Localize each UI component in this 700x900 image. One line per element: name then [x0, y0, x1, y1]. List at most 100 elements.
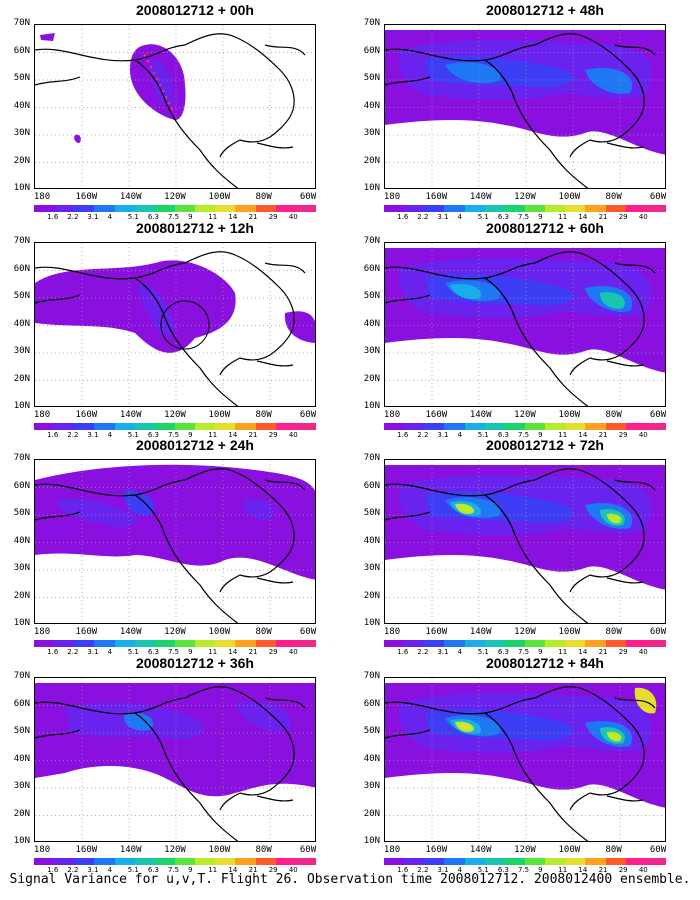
coastline: [385, 479, 536, 497]
lon-label: 180: [33, 845, 51, 855]
lat-label: 70N: [13, 236, 30, 246]
colorbar-swatch: [255, 423, 276, 430]
colorbar-swatch: [625, 640, 646, 647]
colorbar-swatch: [215, 205, 236, 212]
colorbar-swatch: [384, 858, 405, 865]
lat-label: 50N: [363, 508, 380, 518]
colorbar-swatch: [34, 205, 55, 212]
lon-label: 100W: [208, 410, 231, 420]
colorbar-label: 3.1: [87, 648, 99, 656]
colorbar-swatch: [625, 858, 646, 865]
coastline: [569, 357, 591, 376]
colorbar-label: 9: [188, 866, 193, 874]
lat-label: 60N: [13, 698, 30, 709]
colorbar-label: 29: [268, 213, 278, 221]
colorbar-swatch: [504, 640, 525, 647]
flight-track-point: [170, 107, 174, 111]
lat-label: 30N: [363, 563, 380, 573]
colorbar-label: 40: [638, 213, 648, 221]
colorbar-label: 29: [268, 648, 278, 656]
colorbar-label: 21: [598, 866, 608, 874]
colorbar-swatch: [275, 205, 296, 212]
colorbar-label: 9: [188, 431, 193, 439]
lat-label: 40N: [363, 535, 380, 546]
lat-label: 40N: [13, 535, 30, 546]
colorbar: [34, 858, 316, 865]
lat-label: 60N: [363, 45, 380, 56]
coastline: [614, 262, 656, 274]
colorbar-label: 5.1: [477, 866, 489, 874]
lon-label: 140W: [469, 627, 492, 637]
coastline: [614, 44, 656, 56]
flight-track-point: [152, 71, 156, 75]
colorbar-label: 2.2: [417, 648, 429, 656]
colorbar-label: 11: [208, 648, 218, 656]
colorbar-label: 6.3: [147, 213, 159, 221]
coastline: [35, 294, 81, 304]
panel-title: 2008012712 + 48h: [486, 2, 604, 18]
flight-track-point: [149, 65, 153, 69]
colorbar-label: 6.3: [147, 431, 159, 439]
coastline: [184, 251, 295, 361]
coastline: [569, 139, 591, 158]
coastline: [484, 712, 589, 841]
map-panel: 2008012712 + 84h 70N 60N 50N 40N 30N 20N 10N 180…: [350, 655, 690, 874]
lat-label: 10N: [363, 183, 380, 193]
colorbar-swatch: [114, 858, 135, 865]
lon-label: 60W: [649, 627, 667, 637]
lat-label: 30N: [363, 346, 380, 356]
colorbar-label: 21: [248, 431, 258, 439]
colorbar-swatch: [605, 205, 626, 212]
lon-label: 160W: [75, 845, 98, 855]
colorbar-swatch: [94, 858, 115, 865]
colorbar-swatch: [384, 640, 405, 647]
lat-label: 40N: [13, 100, 30, 111]
colorbar-label: 4: [107, 866, 113, 874]
lat-label: 10N: [13, 618, 30, 628]
colorbar-label: 3.1: [437, 648, 449, 656]
colorbar-label: 2.2: [417, 213, 429, 221]
colorbar-swatch: [424, 423, 445, 430]
colorbar: [384, 858, 666, 865]
colorbar-swatch: [464, 640, 485, 647]
lon-label: 140W: [119, 192, 142, 202]
colorbar: [34, 423, 316, 430]
colorbar-swatch: [94, 640, 115, 647]
colorbar-swatch: [275, 858, 296, 865]
colorbar-swatch: [74, 858, 95, 865]
colorbar-swatch: [444, 640, 465, 647]
colorbar-swatch: [585, 423, 606, 430]
colorbar-swatch: [295, 423, 316, 430]
colorbar-swatch: [545, 205, 566, 212]
lon-label: 160W: [425, 627, 448, 637]
colorbar-swatch: [484, 640, 505, 647]
map-panel: 2008012712 + 36h 70N 60N 50N 40N 30N 20N 10N 180…: [0, 655, 340, 874]
colorbar-swatch: [484, 205, 505, 212]
colorbar-label: 5.1: [127, 648, 139, 656]
colorbar-label: 3.1: [87, 866, 99, 874]
lon-label: 100W: [558, 410, 581, 420]
colorbar-swatch: [54, 640, 75, 647]
colorbar-label: 40: [638, 648, 648, 656]
coastline: [35, 44, 186, 62]
variance-contour: [450, 283, 481, 300]
lon-label: 60W: [299, 845, 317, 855]
colorbar-swatch: [424, 640, 445, 647]
lat-label: 70N: [13, 671, 30, 681]
figure-caption: Signal Variance for u,v,T. Flight 26. Ob…: [9, 872, 691, 887]
colorbar-label: 6.3: [147, 648, 159, 656]
colorbar-label: 3.1: [437, 866, 449, 874]
colorbar-label: 1.6: [47, 866, 59, 874]
lon-label: 60W: [649, 410, 667, 420]
variance-map: [35, 678, 315, 841]
lon-label: 160W: [425, 845, 448, 855]
colorbar-swatch: [295, 640, 316, 647]
variance-map: [35, 460, 315, 623]
lon-label: 80W: [255, 192, 272, 202]
colorbar-label: 21: [598, 213, 608, 221]
colorbar-label: 11: [208, 866, 218, 874]
colorbar-swatch: [275, 640, 296, 647]
coastline: [35, 76, 81, 86]
colorbar-label: 9: [538, 648, 543, 656]
lon-label: 180: [383, 845, 401, 855]
